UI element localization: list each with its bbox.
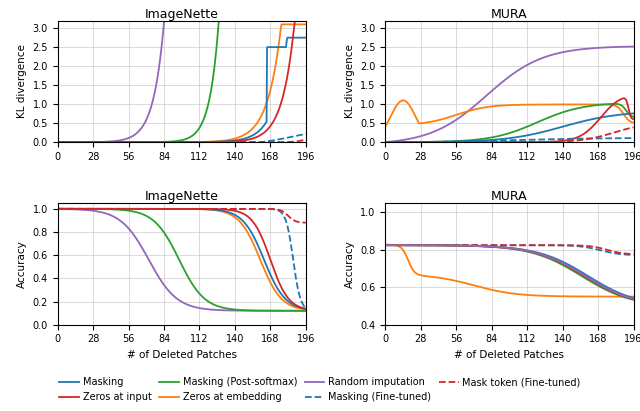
Y-axis label: KL divergence: KL divergence xyxy=(17,44,27,118)
Title: MURA: MURA xyxy=(491,190,528,203)
Y-axis label: KL divergence: KL divergence xyxy=(344,44,355,118)
X-axis label: # of Deleted Patches: # of Deleted Patches xyxy=(454,350,564,360)
X-axis label: # of Deleted Patches: # of Deleted Patches xyxy=(127,350,237,360)
Legend: Masking, Zeros at input, Masking (Post-softmax), Zeros at embedding, Random impu: Masking, Zeros at input, Masking (Post-s… xyxy=(56,374,584,406)
Y-axis label: Accuracy: Accuracy xyxy=(345,240,355,288)
Title: ImageNette: ImageNette xyxy=(145,7,219,21)
Title: MURA: MURA xyxy=(491,7,528,21)
Title: ImageNette: ImageNette xyxy=(145,190,219,203)
Y-axis label: Accuracy: Accuracy xyxy=(17,240,27,288)
